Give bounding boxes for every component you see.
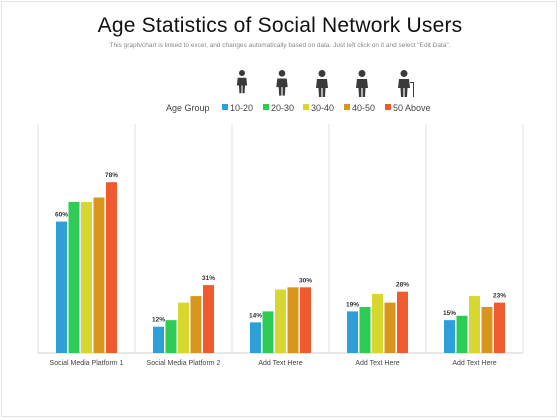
bar bbox=[203, 285, 214, 353]
data-label: 19% bbox=[346, 301, 359, 308]
legend-swatch bbox=[344, 104, 350, 110]
bar bbox=[397, 291, 408, 353]
legend-item: 40-50 bbox=[344, 103, 375, 113]
data-label: 78% bbox=[105, 172, 118, 179]
bar bbox=[287, 287, 299, 353]
bar bbox=[494, 302, 505, 353]
data-label: 15% bbox=[443, 310, 456, 317]
data-label: 31% bbox=[202, 275, 215, 282]
chart-subtitle: This graph/chart is linked to excel, and… bbox=[109, 42, 451, 49]
data-label: 60% bbox=[55, 212, 68, 219]
bar bbox=[81, 201, 92, 353]
businessman-icon bbox=[316, 70, 328, 97]
boy-icon bbox=[236, 70, 248, 94]
man-icon bbox=[276, 70, 288, 96]
bar bbox=[262, 311, 274, 353]
legend-label: 20-30 bbox=[271, 103, 294, 113]
bar bbox=[190, 296, 202, 353]
legend-label: 30-40 bbox=[311, 103, 334, 113]
legend-swatch bbox=[303, 104, 309, 110]
x-tick-label: Add Text Here bbox=[355, 360, 399, 367]
legend-swatch bbox=[222, 104, 228, 110]
bar bbox=[384, 302, 396, 353]
data-label: 14% bbox=[249, 312, 262, 319]
bar bbox=[275, 289, 286, 353]
x-tick-labels: Social Media Platform 1 Social Media Plat… bbox=[50, 360, 497, 367]
data-label: 30% bbox=[299, 277, 312, 284]
chart-title: Age Statistics of Social Network Users bbox=[97, 14, 463, 37]
data-label: 12% bbox=[152, 317, 165, 324]
bar bbox=[469, 296, 480, 353]
bar bbox=[481, 307, 493, 353]
bar bbox=[300, 287, 311, 353]
legend-item: 50 Above bbox=[385, 103, 431, 113]
legend-swatch bbox=[263, 104, 269, 110]
bar bbox=[444, 320, 455, 353]
legend-label: 10-20 bbox=[230, 103, 253, 113]
bar bbox=[93, 197, 105, 353]
bars bbox=[56, 182, 505, 353]
legend: Age Group 10-20 20-30 30-40 40-50 50 Above bbox=[166, 103, 431, 113]
bar bbox=[347, 311, 358, 353]
bar bbox=[372, 293, 383, 353]
age-icons bbox=[236, 70, 414, 97]
legend-label: 50 Above bbox=[393, 103, 431, 113]
bar bbox=[456, 315, 468, 353]
legend-title: Age Group bbox=[166, 103, 210, 113]
data-labels: 60% 78% 12% 31% 14% 30% 19% 28% 15% 23% bbox=[55, 172, 506, 324]
legend-item: 10-20 bbox=[222, 103, 253, 113]
bar bbox=[106, 182, 117, 353]
x-tick-label: Add Text Here bbox=[452, 360, 496, 367]
legend-swatch bbox=[385, 104, 391, 110]
legend-item: 30-40 bbox=[303, 103, 334, 113]
legend-item: 20-30 bbox=[263, 103, 294, 113]
x-tick-label: Social Media Platform 2 bbox=[147, 360, 221, 367]
bar bbox=[165, 320, 177, 353]
legend-label: 40-50 bbox=[352, 103, 375, 113]
bar bbox=[68, 201, 80, 353]
bar bbox=[56, 221, 67, 353]
x-tick-label: Add Text Here bbox=[258, 360, 302, 367]
bar bbox=[359, 307, 371, 353]
data-label: 28% bbox=[396, 282, 409, 289]
x-tick-label: Social Media Platform 1 bbox=[50, 360, 124, 367]
bar bbox=[178, 302, 189, 353]
bar bbox=[250, 322, 261, 353]
elderly-man-icon bbox=[398, 70, 414, 97]
bar bbox=[153, 326, 164, 353]
data-label: 23% bbox=[493, 293, 506, 300]
adult-man-icon bbox=[356, 70, 368, 97]
